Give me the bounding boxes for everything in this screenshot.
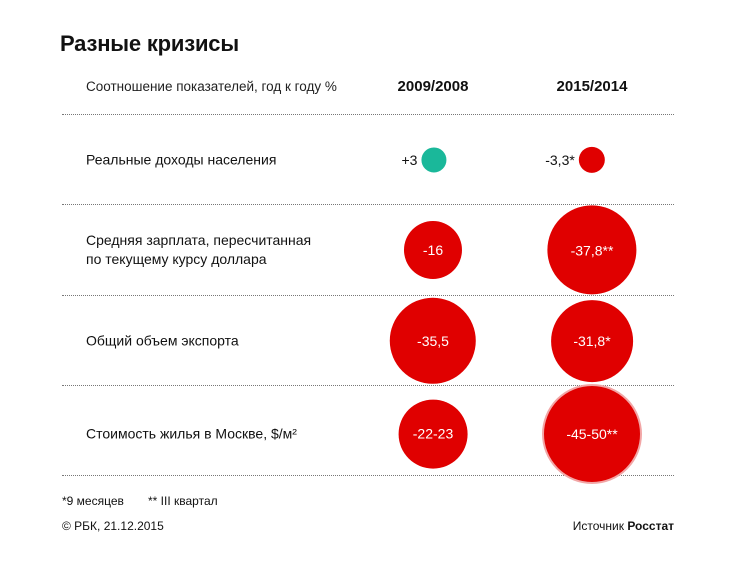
footer-credit: © РБК, 21.12.2015 xyxy=(62,519,164,533)
row-label-line: Общий объем экспорта xyxy=(86,332,239,349)
row-label: Общий объем экспорта xyxy=(86,332,239,351)
data-bubble: -35,5 xyxy=(389,297,477,385)
row-label: Реальные доходы населения xyxy=(86,151,276,170)
data-bubble xyxy=(421,147,447,173)
data-bubble: -16 xyxy=(403,220,463,280)
row-divider xyxy=(62,295,674,296)
column-header-2015: 2015/2014 xyxy=(556,78,628,95)
source-prefix: Источник xyxy=(572,519,624,533)
chart-title: Разные кризисы xyxy=(60,31,239,56)
data-bubble: -45-50** xyxy=(542,384,642,484)
row-label-line: по текущему курсу доллара xyxy=(86,251,267,267)
data-bubble xyxy=(578,146,606,174)
data-label: -45-50** xyxy=(566,426,618,442)
column-header-2009: 2009/2008 xyxy=(397,78,469,95)
data-bubble: -31,8* xyxy=(551,300,633,382)
data-label: -31,8* xyxy=(573,333,611,349)
footnote-q3: ** III квартал xyxy=(148,494,218,508)
source-name: Росстат xyxy=(627,519,674,533)
row-divider xyxy=(62,114,674,115)
data-label: -3,3* xyxy=(545,152,575,168)
data-label: -22-23 xyxy=(412,426,454,442)
row-divider xyxy=(62,204,674,205)
footer-source: Источник Росстат xyxy=(573,519,674,533)
row-label-line: Реальные доходы населения xyxy=(86,151,277,168)
data-label: +3 xyxy=(401,152,418,168)
row-label: Средняя зарплата, пересчитанная по текуще… xyxy=(86,231,311,269)
row-label-line: Стоимость жилья в Москве, $/м² xyxy=(86,425,297,442)
footnote-9-months: *9 месяцев xyxy=(62,494,124,508)
row-label: Стоимость жилья в Москве, $/м² xyxy=(86,425,297,444)
data-bubble: -22-23 xyxy=(398,399,468,469)
data-label: -16 xyxy=(422,242,444,258)
chart-subtitle: Соотношение показателей, год к году % xyxy=(86,79,337,94)
row-divider xyxy=(62,385,674,386)
data-label: -35,5 xyxy=(417,333,449,349)
data-bubble: -37,8** xyxy=(547,205,637,295)
row-divider xyxy=(62,475,674,476)
data-label: -37,8** xyxy=(570,241,614,258)
row-label-line: Средняя зарплата, пересчитанная xyxy=(86,232,312,248)
